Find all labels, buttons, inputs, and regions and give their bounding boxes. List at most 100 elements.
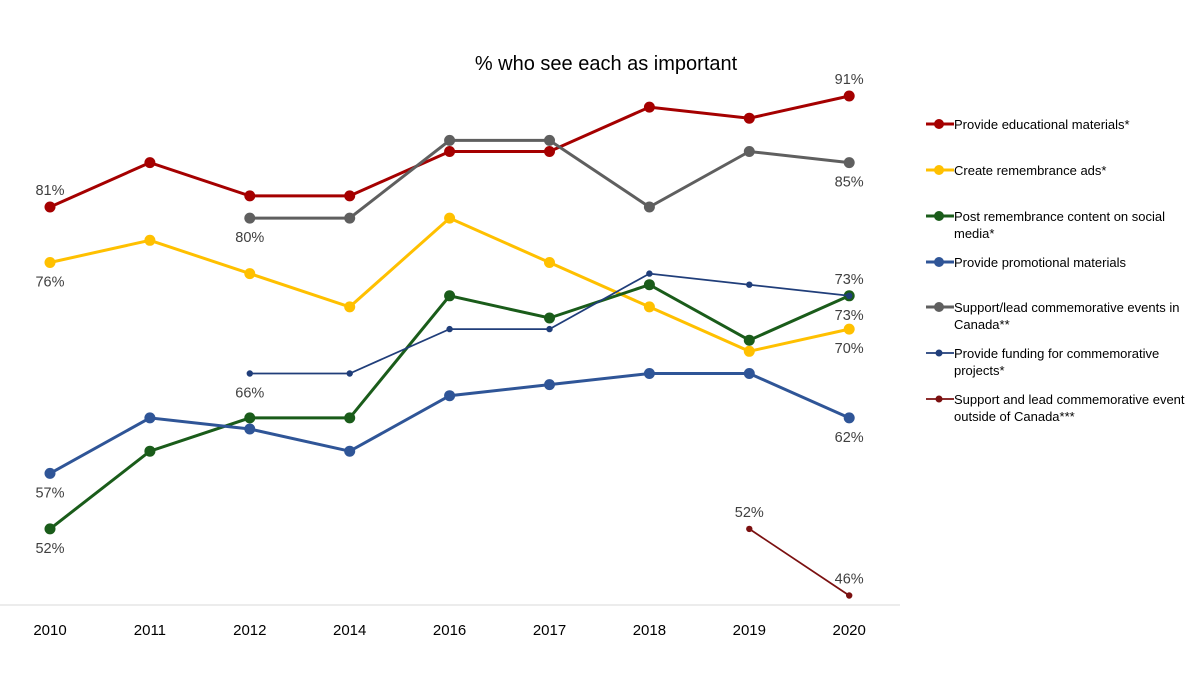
x-tick-label: 2010: [33, 622, 66, 639]
x-tick-label: 2012: [233, 622, 266, 639]
legend-marker-icon: [924, 299, 954, 313]
data-point: [444, 390, 456, 402]
series-line: [49, 372, 850, 475]
data-point: [643, 101, 655, 113]
legend-label: Post remembrance content on social media…: [954, 209, 1165, 241]
data-point: [743, 146, 755, 157]
data-label: 80%: [235, 230, 264, 246]
data-point: [646, 270, 653, 277]
data-point: [843, 412, 855, 424]
legend-marker-icon: [924, 208, 954, 222]
data-point: [446, 325, 453, 333]
data-point: [244, 212, 256, 224]
data-point: [144, 157, 156, 169]
legend-marker-icon: [924, 391, 954, 405]
x-tick-label: 2019: [733, 622, 766, 639]
data-point: [344, 190, 356, 202]
legend-item: Post remembrance content on social media…: [924, 208, 1200, 242]
series-3: [44, 368, 855, 479]
data-label: 46%: [835, 572, 864, 588]
data-point: [344, 445, 356, 457]
data-point: [743, 112, 755, 124]
data-point: [44, 523, 56, 535]
data-label: 70%: [835, 341, 864, 357]
data-point: [846, 292, 853, 299]
legend-marker-icon: [924, 162, 954, 176]
data-point: [44, 467, 56, 479]
data-point: [544, 379, 555, 391]
data-point: [746, 281, 753, 288]
legend-item: Provide funding for commemorative projec…: [924, 345, 1200, 379]
data-point: [444, 134, 456, 146]
data-point: [344, 212, 356, 224]
data-point: [846, 592, 853, 599]
data-point: [244, 412, 256, 424]
legend-marker-icon: [924, 254, 954, 268]
series-6: [746, 525, 853, 599]
data-point: [643, 368, 655, 379]
chart-title: % who see each as important: [475, 53, 738, 75]
series-line: [49, 283, 850, 531]
series-4: [244, 134, 855, 224]
data-label: 52%: [735, 505, 764, 521]
series-2: [44, 279, 855, 535]
data-point: [843, 157, 855, 169]
data-label: 73%: [835, 272, 864, 288]
data-point: [643, 201, 655, 213]
data-point: [44, 201, 56, 213]
legend-marker-icon: [924, 116, 954, 130]
data-label: 91%: [835, 72, 864, 88]
legend-label: Support/lead commemorative events in Can…: [954, 300, 1180, 332]
data-point: [544, 257, 555, 268]
x-tick-label: 2016: [433, 622, 466, 639]
x-tick-label: 2014: [333, 622, 366, 639]
data-point: [444, 212, 456, 224]
series-1: [44, 212, 855, 357]
x-tick-label: 2017: [533, 622, 566, 639]
data-point: [746, 525, 753, 533]
data-point: [246, 370, 253, 377]
data-point: [344, 301, 356, 313]
legend-label: Create remembrance ads*: [954, 163, 1107, 178]
legend-label: Support and lead commemorative event out…: [954, 392, 1185, 424]
data-point: [643, 301, 655, 313]
legend-item: Support and lead commemorative event out…: [924, 391, 1200, 425]
data-point: [344, 412, 356, 424]
data-label: 57%: [35, 485, 64, 501]
legend-item: Provide educational materials*: [924, 116, 1200, 133]
data-label: 76%: [35, 275, 64, 291]
legend-item: Create remembrance ads*: [924, 162, 1200, 179]
data-point: [144, 445, 156, 457]
data-label: 62%: [835, 430, 864, 446]
series-0: [44, 90, 855, 213]
legend-label: Provide educational materials*: [954, 117, 1130, 132]
data-point: [244, 268, 256, 280]
data-point: [244, 190, 256, 202]
data-label: 52%: [35, 541, 64, 557]
data-label: 66%: [235, 386, 264, 402]
legend-label: Provide funding for commemorative projec…: [954, 346, 1160, 378]
data-point: [843, 323, 855, 335]
data-point: [346, 370, 353, 377]
data-point: [743, 334, 755, 346]
data-point: [843, 90, 855, 102]
legend-item: Support/lead commemorative events in Can…: [924, 299, 1200, 333]
legend-label: Provide promotional materials: [954, 255, 1126, 270]
data-point: [743, 345, 755, 357]
series-line: [249, 272, 850, 375]
legend-item: Provide promotional materials: [924, 254, 1200, 271]
data-point: [544, 312, 555, 324]
data-point: [544, 146, 555, 157]
series-line: [748, 528, 850, 597]
x-tick-label: 2011: [134, 622, 166, 639]
data-label: 85%: [835, 175, 864, 191]
data-point: [546, 325, 553, 333]
data-point: [444, 146, 456, 157]
data-point: [144, 234, 156, 246]
series-5: [246, 270, 853, 377]
data-point: [643, 279, 655, 291]
data-point: [743, 368, 755, 379]
data-point: [144, 412, 156, 424]
data-point: [44, 257, 56, 268]
